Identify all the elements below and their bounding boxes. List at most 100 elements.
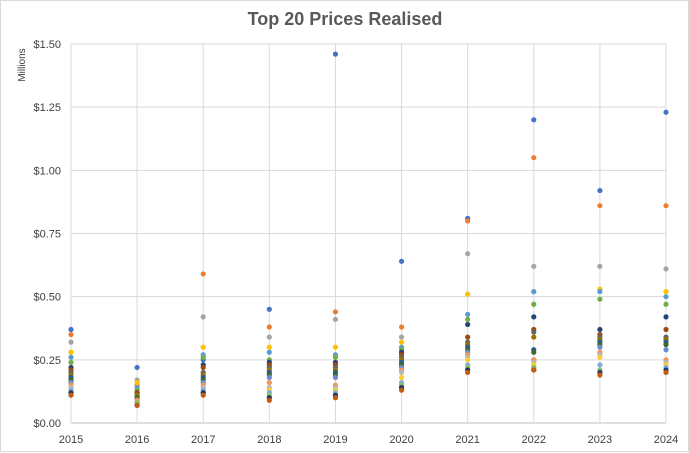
x-tick-label: 2018 <box>257 434 281 446</box>
series-5 <box>68 289 669 391</box>
data-point <box>398 387 405 393</box>
data-point <box>332 354 339 360</box>
series-18 <box>68 364 669 406</box>
series-19 <box>68 367 669 408</box>
data-point <box>398 369 405 376</box>
series-2 <box>68 155 669 388</box>
data-point <box>465 311 471 317</box>
data-point <box>266 397 272 403</box>
data-point <box>200 344 206 350</box>
data-point <box>597 326 603 333</box>
data-point <box>266 379 272 386</box>
data-point <box>597 354 603 360</box>
data-point <box>200 354 206 360</box>
x-tick-label: 2017 <box>191 434 215 446</box>
data-points <box>68 51 669 408</box>
x-tick-label: 2020 <box>389 434 413 446</box>
y-tick-label: $1.50 <box>33 39 61 51</box>
data-point <box>68 331 74 338</box>
y-axis-ticks: $0.00 $0.25 $0.50 $0.75 $1.00 $1.25 $1.50 <box>33 39 61 430</box>
data-point <box>332 316 339 323</box>
y-tick-label: $0.25 <box>33 355 61 367</box>
data-point <box>531 301 537 307</box>
y-tick-label: $1.25 <box>33 102 61 114</box>
data-point <box>597 263 603 269</box>
data-point <box>663 289 669 295</box>
data-point <box>465 357 471 363</box>
data-point <box>332 395 339 401</box>
data-point <box>663 342 669 348</box>
data-point <box>68 326 74 333</box>
data-point <box>663 109 669 115</box>
data-point <box>531 314 537 320</box>
data-point <box>465 291 471 297</box>
series-12 <box>68 342 669 401</box>
data-point <box>200 271 206 277</box>
data-point <box>134 402 140 408</box>
series-6 <box>68 296 669 393</box>
data-point <box>663 294 669 300</box>
series-11 <box>68 339 669 401</box>
series-20 <box>68 367 669 408</box>
data-point <box>531 263 537 269</box>
x-axis-ticks: 2015 2016 2017 2018 2019 2020 2021 2022 2023 2024 <box>59 434 678 446</box>
data-point <box>68 349 74 355</box>
x-tick-label: 2023 <box>588 434 612 446</box>
data-point <box>597 362 603 368</box>
series-8 <box>68 326 669 396</box>
y-tick-label: $0.00 <box>33 418 61 430</box>
data-point <box>531 329 537 335</box>
data-point <box>68 354 74 360</box>
data-point <box>597 187 603 194</box>
data-point <box>266 334 272 340</box>
data-point <box>531 349 537 355</box>
y-tick-label: $1.00 <box>33 165 61 177</box>
data-point <box>531 289 537 295</box>
x-tick-label: 2019 <box>323 434 347 446</box>
series-9 <box>68 329 669 398</box>
data-point <box>663 301 669 307</box>
data-point <box>266 374 272 381</box>
data-point <box>332 51 339 57</box>
data-point <box>68 339 74 345</box>
data-point <box>266 349 272 355</box>
data-point <box>266 344 272 350</box>
data-point <box>597 344 603 350</box>
data-point <box>465 321 471 328</box>
data-point <box>68 359 74 365</box>
data-point <box>531 155 537 161</box>
data-point <box>663 347 669 353</box>
data-point <box>200 392 206 398</box>
series-16 <box>68 354 669 406</box>
series-1 <box>68 51 669 371</box>
x-tick-label: 2021 <box>455 434 479 446</box>
data-point <box>465 251 471 257</box>
series-13 <box>68 344 669 403</box>
series-7 <box>68 314 669 396</box>
series-3 <box>68 251 669 383</box>
data-point <box>332 374 339 381</box>
data-point <box>398 334 405 340</box>
data-point <box>398 374 405 381</box>
data-point <box>68 392 74 398</box>
series-10 <box>68 334 669 398</box>
data-point <box>398 339 405 345</box>
x-tick-label: 2015 <box>59 434 83 446</box>
data-point <box>266 324 272 330</box>
data-point <box>465 334 471 340</box>
y-tick-label: $0.75 <box>33 229 61 241</box>
data-point <box>663 314 669 320</box>
data-point <box>134 364 140 371</box>
data-point <box>332 344 339 350</box>
data-point <box>531 334 537 340</box>
data-point <box>663 266 669 272</box>
data-point <box>200 364 206 371</box>
series-4 <box>68 286 669 386</box>
data-point <box>398 324 405 330</box>
x-tick-label: 2016 <box>125 434 149 446</box>
data-point <box>597 296 603 302</box>
data-point <box>398 258 405 264</box>
y-tick-label: $0.50 <box>33 292 61 304</box>
data-point <box>663 369 669 376</box>
